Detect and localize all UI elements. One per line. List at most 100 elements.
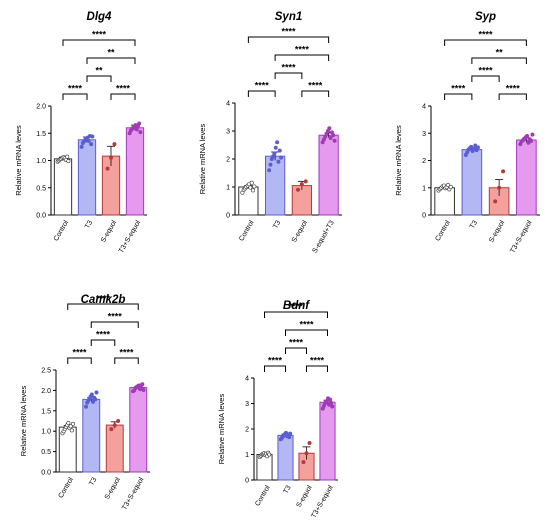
data-point [105, 166, 110, 171]
data-point [268, 162, 273, 167]
significance-label: ** [95, 66, 103, 76]
y-axis-label: Relative mRNA leves [217, 394, 226, 465]
data-point [94, 390, 99, 395]
data-point [252, 184, 257, 189]
significance-bracket [301, 90, 330, 97]
y-tick-label: 1.5 [41, 408, 51, 415]
significance-label: **** [281, 63, 296, 73]
data-point [332, 138, 337, 143]
significance-bracket [247, 90, 276, 97]
y-tick-label: 1.0 [41, 429, 51, 436]
data-point [84, 404, 89, 409]
x-tick-label: S-equol+T3 [312, 219, 336, 254]
bar-t3+s-equol [516, 139, 537, 216]
y-tick-label: 4 [245, 376, 249, 383]
data-point [304, 451, 309, 456]
data-point [89, 392, 94, 397]
data-point [90, 134, 95, 139]
x-tick-label: Control [254, 484, 272, 507]
data-point [136, 383, 141, 388]
significance-bracket [90, 321, 139, 328]
data-point [448, 184, 453, 189]
data-point [529, 138, 534, 143]
y-axis-label: Relative mRNA leves [14, 125, 23, 196]
data-point [248, 185, 253, 190]
data-point [272, 151, 277, 156]
x-tick-label: T3 [84, 219, 94, 230]
significance-label: **** [96, 330, 111, 340]
y-tick-label: 2 [226, 157, 230, 164]
significance-bracket [444, 93, 473, 100]
data-point [493, 199, 498, 204]
x-tick-label: Control [434, 219, 452, 242]
data-point [137, 121, 142, 126]
chart-panel-camk2b: Camk2b Relative mRNA leves 0.0 0.5 1.0 1.5 2.0… [19, 294, 150, 512]
significance-label: **** [268, 356, 283, 366]
significance-label: **** [116, 84, 131, 94]
x-tick-label: T3+S-equol [118, 219, 142, 254]
chart-title: Syp [475, 11, 496, 23]
data-point [469, 144, 474, 149]
y-tick-label: 2.0 [41, 388, 51, 395]
significance-bracket [498, 93, 527, 100]
y-tick-label: 1 [245, 452, 249, 459]
data-point [70, 421, 75, 426]
data-point [526, 140, 531, 145]
x-tick-label: T3 [469, 219, 479, 230]
significance-bracket [285, 347, 307, 354]
data-point [530, 132, 535, 137]
data-point [79, 144, 84, 149]
y-tick-label: 0.0 [36, 213, 46, 220]
significance-label: **** [506, 84, 521, 94]
y-tick-label: 2.0 [36, 104, 46, 111]
significance-bracket [264, 311, 328, 318]
x-tick-label: T3+S-equol [121, 476, 145, 511]
significance-label: **** [119, 348, 134, 358]
data-point [331, 133, 336, 138]
data-point [330, 404, 335, 409]
y-axis-label: Relative mRNA leves [19, 386, 28, 457]
data-point [109, 427, 114, 432]
y-tick-label: 3 [422, 131, 426, 138]
significance-label: **** [96, 294, 111, 304]
x-tick-label: T3 [272, 219, 282, 230]
data-point [329, 400, 334, 405]
significance-label: **** [281, 27, 296, 37]
significance-label: **** [108, 312, 123, 322]
data-point [69, 428, 74, 433]
y-tick-label: 0 [422, 213, 426, 220]
y-tick-label: 0 [226, 213, 230, 220]
bar-t3 [277, 434, 294, 481]
significance-bracket [86, 75, 112, 82]
x-tick-label: T3+S-equol [310, 484, 334, 519]
y-tick-label: 2.5 [41, 368, 51, 375]
significance-bracket [67, 357, 92, 364]
x-tick-label: S-equol [296, 484, 314, 509]
y-tick-label: 1 [226, 185, 230, 192]
data-point [65, 154, 70, 159]
bar-t3 [264, 155, 286, 216]
data-point [86, 138, 91, 143]
y-tick-label: 4 [422, 104, 426, 111]
bar-t3 [82, 398, 101, 473]
significance-bracket [285, 329, 328, 336]
data-point [249, 180, 254, 185]
chart-panel-syp: Syp Relative mRNA leves 0 1 2 3 4 Control T3 S-eq… [394, 11, 540, 255]
significance-label: **** [255, 81, 270, 91]
significance-bracket [274, 54, 330, 61]
data-point [307, 441, 312, 446]
data-point [90, 399, 95, 404]
data-point [327, 126, 332, 131]
significance-bracket [274, 72, 303, 79]
data-point [525, 133, 530, 138]
x-tick-label: S-equol [488, 219, 506, 244]
data-point [273, 145, 278, 150]
significance-bracket [90, 339, 116, 346]
significance-label: **** [478, 66, 493, 76]
x-tick-label: T3 [88, 476, 98, 487]
x-tick-label: S-equol [104, 476, 122, 501]
data-point [138, 130, 143, 135]
data-point [328, 136, 333, 141]
data-point [134, 127, 139, 132]
chart-title: Camk2b [81, 294, 126, 306]
